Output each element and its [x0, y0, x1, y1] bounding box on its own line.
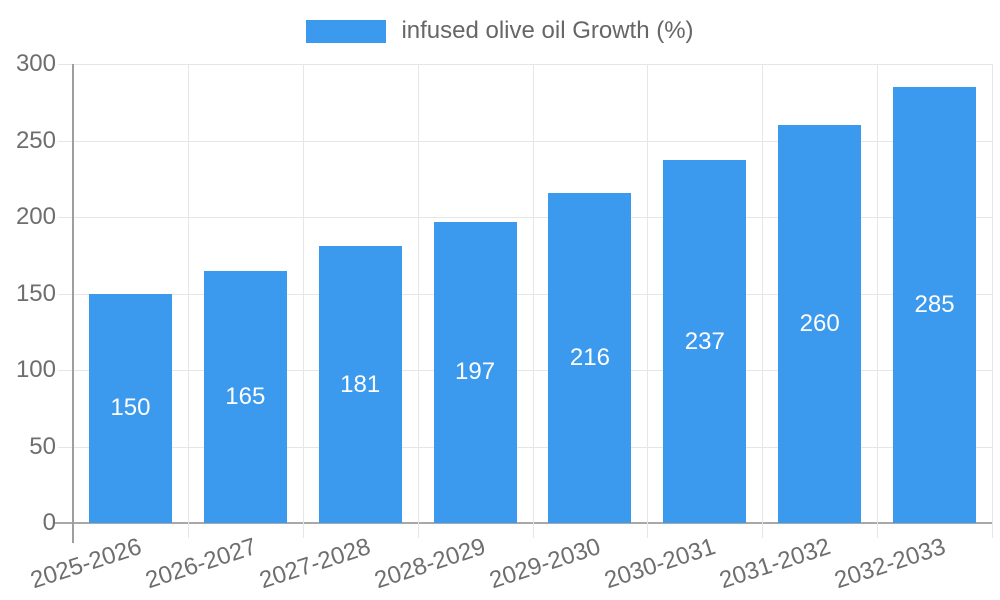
gridline-v — [992, 64, 993, 538]
y-tick-label: 250 — [15, 126, 56, 154]
bar-value-label: 181 — [340, 370, 381, 398]
bar-2031-2032[interactable]: 260 — [778, 125, 862, 523]
gridline-v — [762, 64, 764, 538]
legend-swatch — [306, 19, 387, 43]
gridline-v — [302, 64, 304, 538]
gridline-h — [58, 293, 992, 295]
y-tick-label: 200 — [15, 203, 56, 230]
bar-2028-2029[interactable]: 197 — [433, 221, 517, 523]
legend[interactable]: infused olive oil Growth (%) — [0, 17, 1000, 45]
gridline-v — [532, 64, 534, 538]
gridline-v — [187, 64, 189, 538]
y-tick-label: 100 — [15, 356, 56, 383]
x-tick-label[interactable]: 2031-2032 — [716, 533, 834, 595]
bar-2027-2028[interactable]: 181 — [318, 246, 402, 523]
x-tick-label[interactable]: 2026-2027 — [141, 533, 260, 595]
gridline-h — [58, 217, 992, 218]
y-tick-label: 150 — [15, 279, 56, 307]
bar-value-label: 165 — [225, 382, 266, 410]
bar-value-label: 216 — [569, 343, 610, 371]
y-tick-label: 300 — [15, 50, 56, 77]
gridline-h — [58, 64, 992, 65]
gridline-h — [58, 446, 992, 448]
bar-2026-2027[interactable]: 165 — [203, 270, 287, 523]
gridline-h — [58, 140, 992, 142]
bar-value-label: 197 — [455, 358, 496, 386]
x-tick-label[interactable]: 2025-2026 — [26, 533, 145, 595]
legend-label: infused olive oil Growth (%) — [401, 17, 694, 44]
x-tick-label[interactable]: 2030-2031 — [601, 533, 719, 595]
bar-2030-2031[interactable]: 237 — [663, 160, 747, 523]
bar-value-label: 150 — [110, 394, 151, 422]
x-tick-label[interactable]: 2028-2029 — [371, 533, 490, 595]
x-tick-label[interactable]: 2029-2030 — [486, 533, 604, 595]
y-tick-label: 50 — [29, 432, 56, 460]
bar-value-label: 260 — [799, 310, 840, 338]
y-axis-line — [72, 64, 74, 543]
gridline-v — [647, 64, 649, 538]
gridline-v — [417, 64, 419, 538]
gridline-h — [58, 370, 992, 371]
bar-value-label: 285 — [914, 290, 955, 318]
bar-2029-2030[interactable]: 216 — [548, 192, 632, 523]
bar-2025-2026[interactable]: 150 — [88, 293, 172, 523]
x-tick-label[interactable]: 2027-2028 — [256, 533, 375, 595]
bar-2032-2033[interactable]: 285 — [893, 86, 977, 523]
gridline-v — [877, 64, 879, 538]
x-tick-label[interactable]: 2032-2033 — [831, 533, 949, 595]
bar-value-label: 237 — [684, 327, 725, 355]
x-axis-line — [53, 522, 992, 524]
y-tick-label: 0 — [42, 509, 56, 536]
